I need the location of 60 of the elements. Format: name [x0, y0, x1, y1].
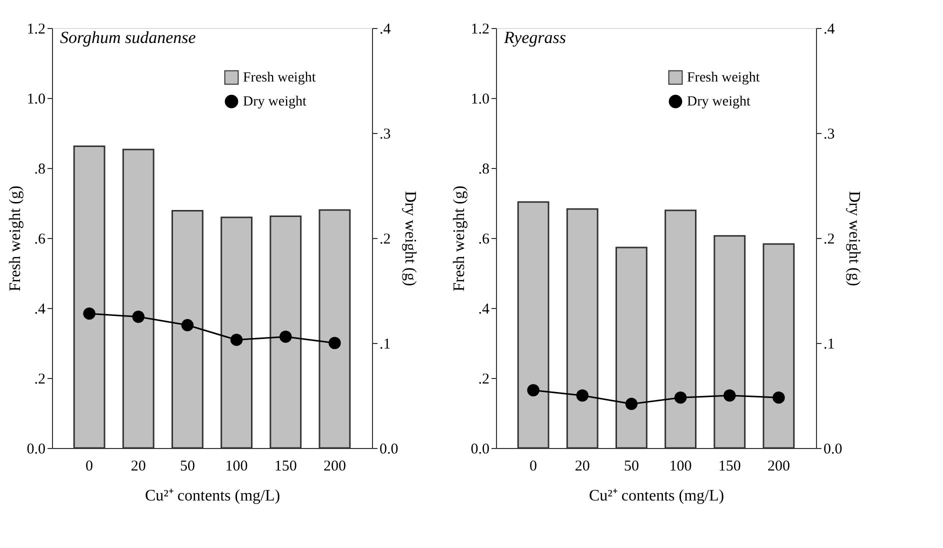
chart-title: Sorghum sudanense [60, 28, 196, 47]
legend-label: Fresh weight [243, 70, 316, 86]
y-tick-label: .6 [34, 232, 46, 248]
y-tick-label: 1.2 [470, 22, 490, 38]
legend-label: Fresh weight [687, 70, 760, 86]
chart-title: Ryegrass [503, 28, 566, 47]
y-tick-label: 1.0 [470, 92, 490, 108]
y-tick-label: 0.0 [470, 442, 490, 458]
x-tick-label: 20 [130, 458, 146, 474]
legend-label: Dry weight [243, 94, 306, 110]
x-tick-label: 150 [274, 458, 297, 474]
y-tick-label: .8 [34, 162, 46, 178]
y-tick-label: 1.2 [26, 22, 46, 38]
x-tick-label: 200 [323, 458, 346, 474]
y-tick-label: 0.0 [26, 442, 46, 458]
point [674, 391, 687, 404]
x-axis-title: Cu²⁺ contents (mg/L) [588, 488, 724, 504]
y-tick-label: .2 [478, 372, 490, 388]
y2-tick-label: 0.0 [380, 442, 398, 458]
point [132, 310, 145, 323]
x-tick-label: 150 [718, 458, 741, 474]
y-tick-label: .2 [34, 372, 46, 388]
y-tick-label: .6 [478, 232, 490, 248]
point [723, 389, 736, 402]
y-axis-title: Fresh weight (g) [450, 186, 468, 292]
point [230, 334, 243, 346]
x-tick-label: 200 [767, 458, 790, 474]
legend-label: Dry weight [687, 94, 750, 110]
point [328, 336, 341, 350]
y2-tick-label: .2 [824, 232, 835, 248]
y2-tick-label: .4 [380, 22, 392, 38]
y2-tick-label: 0.0 [824, 442, 842, 458]
y-tick-label: .4 [34, 302, 46, 318]
y2-tick-label: .1 [824, 336, 835, 352]
y2-tick-label: .4 [824, 22, 836, 38]
y2-axis-title: Dry weight (g) [401, 190, 418, 286]
point [576, 389, 589, 402]
x-tick-label: 50 [624, 458, 639, 474]
x-tick-label: 50 [180, 458, 195, 474]
point [279, 330, 292, 343]
y-axis-title: Fresh weight (g) [6, 186, 24, 292]
point [625, 398, 638, 410]
y2-tick-label: .3 [380, 126, 391, 142]
x-tick-label: 20 [574, 458, 590, 474]
point [181, 319, 194, 332]
point [83, 307, 96, 320]
x-axis-title: Cu²⁺ contents (mg/L) [144, 488, 280, 504]
x-tick-label: 0 [530, 458, 538, 474]
y-tick-label: .4 [478, 302, 490, 318]
y2-tick-label: .3 [824, 126, 835, 142]
x-tick-label: 0 [86, 458, 94, 474]
y2-tick-label: .2 [380, 232, 391, 248]
point [772, 391, 785, 404]
x-tick-label: 100 [669, 458, 692, 474]
x-tick-label: 100 [225, 458, 248, 474]
y-tick-label: 1.0 [26, 92, 46, 108]
y-tick-label: .8 [478, 162, 490, 178]
point [527, 384, 540, 396]
y2-tick-label: .1 [380, 336, 391, 352]
y2-axis-title: Dry weight (g) [845, 190, 862, 286]
